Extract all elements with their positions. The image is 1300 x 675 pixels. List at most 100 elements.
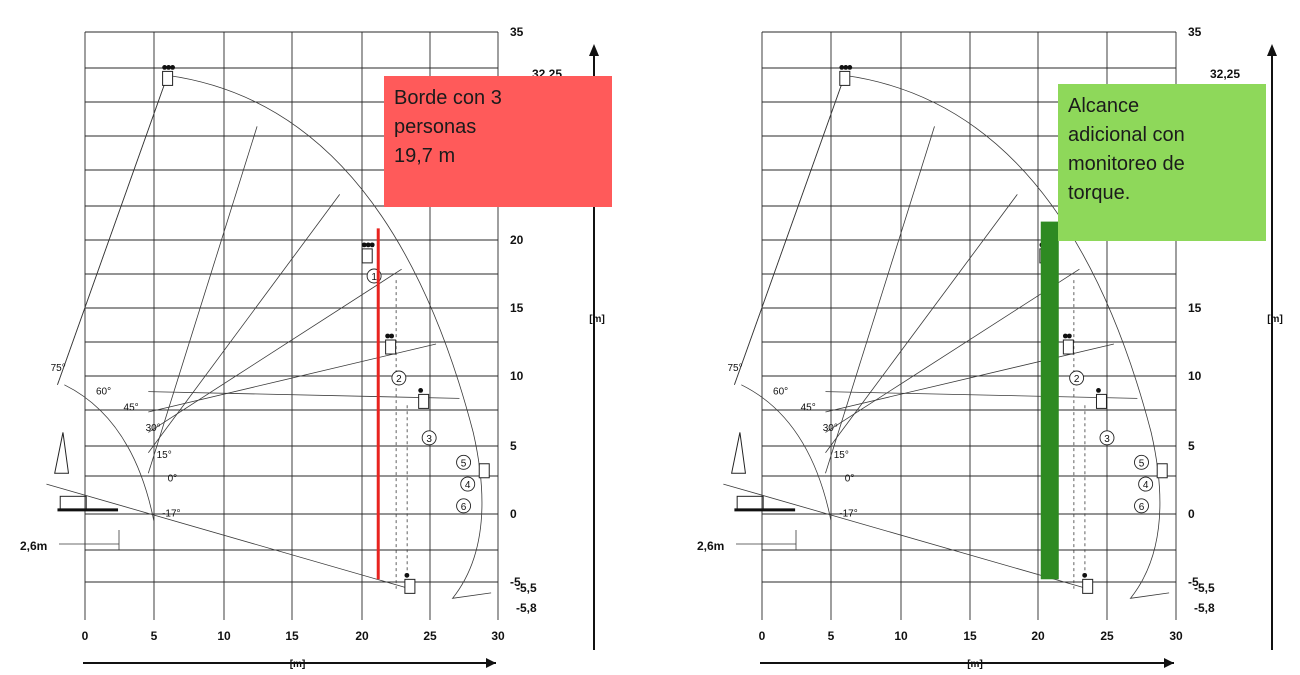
angle-label: 0° xyxy=(845,473,855,484)
angle-ray xyxy=(825,194,1018,454)
x-tick-label: 25 xyxy=(1100,629,1114,643)
angle-ray xyxy=(148,391,460,399)
angle-ray xyxy=(825,126,935,474)
person-icon xyxy=(839,65,845,70)
x-tick-label: 10 xyxy=(894,629,908,643)
circled-number-label: 5 xyxy=(461,458,467,469)
person-icon xyxy=(361,242,367,248)
angle-label: -17° xyxy=(839,509,857,520)
basket-icon xyxy=(385,339,397,355)
offset-dimension-label: 2,6m xyxy=(697,539,724,553)
basket-icon xyxy=(1095,393,1107,409)
person-icon xyxy=(1062,333,1068,339)
basket-icon xyxy=(1082,578,1094,594)
circled-number-2 xyxy=(391,370,407,386)
basket-icon xyxy=(1062,339,1074,355)
boom-line-min xyxy=(46,483,411,590)
person-icon xyxy=(389,333,395,339)
x-arrow-head xyxy=(486,658,496,668)
x-axis-unit: [m] xyxy=(967,659,983,670)
annotation-line-2: personas xyxy=(394,116,477,138)
basket-icon xyxy=(404,578,416,594)
y-tick-label: -5 xyxy=(1188,575,1199,589)
circled-number-6 xyxy=(456,498,472,514)
angle-ray xyxy=(825,343,1114,413)
annotation-line-1: Alcance xyxy=(1068,95,1140,117)
person-icon xyxy=(404,572,410,578)
angle-ray xyxy=(148,343,437,413)
angle-ray xyxy=(825,391,1138,399)
y-tick-label: 10 xyxy=(510,369,524,383)
x-tick-label: 30 xyxy=(1169,629,1183,643)
annotation-line-4: torque. xyxy=(1068,182,1131,204)
circled-number-3 xyxy=(1099,430,1115,446)
y-tick-label: 20 xyxy=(510,233,524,247)
circled-number-label: 3 xyxy=(426,434,432,445)
boom-line-min xyxy=(723,483,1088,590)
y-arrow-head xyxy=(589,44,599,56)
y-tick-label: 5 xyxy=(510,439,517,453)
y-tick-label: 10 xyxy=(1188,369,1202,383)
circled-number-4 xyxy=(460,476,476,492)
x-tick-label: 5 xyxy=(151,629,158,643)
reach-highlight-bar xyxy=(1040,221,1059,580)
y-tick-label: 15 xyxy=(510,301,524,315)
reach-envelope xyxy=(57,74,492,599)
person-icon xyxy=(847,65,853,70)
angle-label: 45° xyxy=(801,403,816,414)
person-icon xyxy=(369,242,375,248)
reach-envelope xyxy=(734,74,1170,599)
y-tick-label: 35 xyxy=(510,25,524,39)
x-tick-label: 20 xyxy=(355,629,369,643)
y-tick-label: 5 xyxy=(1188,439,1195,453)
person-icon xyxy=(1066,333,1072,339)
circled-number-label: 6 xyxy=(461,502,467,513)
y-arrow-head xyxy=(1267,44,1277,56)
circled-number-label: 5 xyxy=(1139,458,1145,469)
circled-number-6 xyxy=(1134,498,1149,514)
annotation-line-1: Borde con 3 xyxy=(394,87,502,109)
machine-body xyxy=(736,495,764,511)
basket-icon xyxy=(1156,463,1168,479)
person-icon xyxy=(1082,572,1088,578)
x-tick-label: 15 xyxy=(285,629,299,643)
basket-icon xyxy=(162,70,174,86)
angle-label: 15° xyxy=(834,450,849,461)
x-axis-unit: [m] xyxy=(290,659,306,670)
circled-number-label: 2 xyxy=(396,374,402,385)
circled-number-label: 6 xyxy=(1139,502,1145,513)
basket-icon xyxy=(839,70,851,86)
person-icon xyxy=(843,65,849,70)
x-tick-label: 5 xyxy=(828,629,835,643)
basket-icon xyxy=(361,248,373,264)
person-icon xyxy=(385,333,391,339)
circled-number-label: 4 xyxy=(1143,480,1149,491)
annotation-line-3: 19,7 m xyxy=(394,145,456,167)
offset-dimension-label: 2,6m xyxy=(20,539,47,553)
angle-label: 60° xyxy=(96,386,111,397)
angle-label: 30° xyxy=(146,423,161,434)
person-icon xyxy=(418,388,424,393)
angle-ray xyxy=(825,268,1080,433)
angle-ray-75 xyxy=(734,75,846,385)
angle-label: -17° xyxy=(162,509,180,520)
angle-label: 15° xyxy=(157,450,172,461)
annotation-additional-reach: Alcance adicional con monitoreo de torqu… xyxy=(1058,84,1266,241)
y-axis-unit: [m] xyxy=(1267,314,1283,325)
y-label-bottom-a: -5,5 xyxy=(516,581,537,595)
annotation-line-2: adicional con xyxy=(1068,124,1185,146)
circled-number-4 xyxy=(1138,476,1154,492)
person-icon xyxy=(166,65,172,70)
circled-number-2 xyxy=(1069,370,1085,386)
angle-ray-75 xyxy=(57,75,168,385)
circled-number-5 xyxy=(1134,454,1149,470)
angle-label: 75° xyxy=(51,363,66,374)
x-tick-label: 15 xyxy=(963,629,977,643)
annotation-line-3: monitoreo de xyxy=(1068,153,1185,175)
x-tick-label: 30 xyxy=(491,629,505,643)
person-icon xyxy=(1096,388,1101,393)
angle-label: 75° xyxy=(728,363,743,374)
x-tick-label: 0 xyxy=(82,629,89,643)
